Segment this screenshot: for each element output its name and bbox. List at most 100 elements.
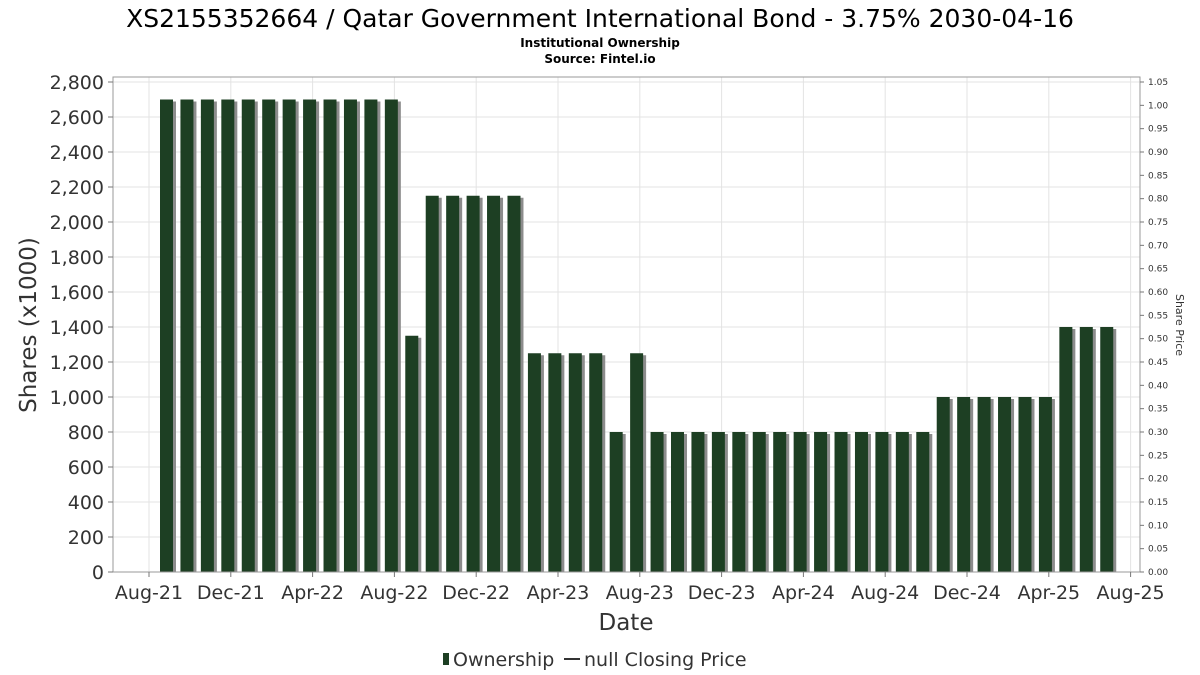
left-axis-tick-label: 800 <box>68 422 104 444</box>
x-axis-tick-label: Aug-21 <box>115 582 183 604</box>
ownership-bar <box>200 99 214 572</box>
x-axis-tick-label: Dec-23 <box>688 582 756 604</box>
ownership-bar <box>650 432 664 572</box>
ownership-bar <box>875 432 889 572</box>
ownership-bar <box>752 432 766 572</box>
x-axis-tick-label: Dec-22 <box>442 582 510 604</box>
ownership-bar <box>936 397 950 572</box>
right-axis-tick-label: 0.40 <box>1148 381 1168 391</box>
ownership-bar <box>589 353 603 572</box>
ownership-bar <box>957 397 971 572</box>
ownership-bar <box>343 99 357 572</box>
x-axis-ticks: Aug-21 Dec-21 Apr-22 Aug-22 Dec-22 Apr-23 Aug-… <box>115 572 1165 604</box>
right-axis-ticks: 0.00 0.05 0.10 0.15 0.20 0.25 0.30 0.35 0.40 0.45… <box>1140 78 1168 578</box>
ownership-bar <box>609 432 623 572</box>
ownership-bar <box>691 432 705 572</box>
left-axis-tick-label: 2,000 <box>50 212 104 234</box>
left-axis-tick-label: 400 <box>68 492 104 514</box>
x-axis-tick-label: Apr-22 <box>281 582 344 604</box>
ownership-bar <box>425 195 439 572</box>
x-axis-tick-label: Aug-24 <box>851 582 919 604</box>
left-axis-tick-label: 1,400 <box>50 317 104 339</box>
ownership-bar <box>630 353 644 572</box>
right-axis-tick-label: 0.70 <box>1148 241 1168 251</box>
left-axis-tick-label: 1,800 <box>50 247 104 269</box>
legend-ownership-label: Ownership <box>453 649 554 671</box>
right-axis-tick-label: 0.80 <box>1148 195 1168 205</box>
ownership-bar <box>1038 397 1052 572</box>
ownership-bar <box>732 432 746 572</box>
left-axis-tick-label: 2,600 <box>50 107 104 129</box>
ownership-bar <box>282 99 296 572</box>
left-axis-tick-label: 2,800 <box>50 72 104 94</box>
left-axis-tick-label: 1,000 <box>50 387 104 409</box>
legend-ownership-swatch <box>443 653 449 665</box>
left-axis-tick-label: 0 <box>92 562 104 584</box>
left-axis-tick-label: 200 <box>68 527 104 549</box>
ownership-bar <box>323 99 337 572</box>
ownership-bar <box>221 99 235 572</box>
right-axis-tick-label: 1.00 <box>1148 101 1168 111</box>
ownership-bar <box>568 353 582 572</box>
ownership-bar <box>303 99 317 572</box>
right-axis-tick-label: 0.95 <box>1148 125 1168 135</box>
right-axis-tick-label: 0.50 <box>1148 335 1168 345</box>
left-axis-tick-label: 2,200 <box>50 177 104 199</box>
left-axis-ticks: 0 200 400 600 800 1,000 1,200 1,400 1,600 1,800 2,… <box>50 72 113 584</box>
x-axis-tick-label: Apr-23 <box>527 582 590 604</box>
right-axis-tick-label: 0.00 <box>1148 568 1168 578</box>
ownership-bar <box>671 432 684 572</box>
right-axis-tick-label: 0.60 <box>1148 288 1168 298</box>
ownership-bar <box>834 432 848 572</box>
ownership-bars <box>160 99 1117 572</box>
legend-closing-price-label: null Closing Price <box>584 649 747 671</box>
x-axis-tick-label: Aug-25 <box>1097 582 1165 604</box>
right-axis-tick-label: 0.45 <box>1148 358 1168 368</box>
chart-title: XS2155352664 / Qatar Government Internat… <box>126 4 1074 33</box>
ownership-bar <box>773 432 787 572</box>
ownership-bar <box>916 432 930 572</box>
x-axis-tick-label: Apr-25 <box>1017 582 1080 604</box>
legend: Ownership null Closing Price <box>443 649 747 671</box>
ownership-bar <box>446 195 460 572</box>
right-axis-tick-label: 0.75 <box>1148 218 1168 228</box>
plot-area-frame <box>112 76 1141 573</box>
ownership-bar <box>1100 327 1114 572</box>
right-axis-tick-label: 0.35 <box>1148 405 1168 415</box>
right-axis-tick-label: 0.65 <box>1148 265 1168 275</box>
ownership-bar <box>384 99 398 572</box>
ownership-bar <box>998 397 1012 572</box>
right-axis-tick-label: 0.55 <box>1148 311 1168 321</box>
right-axis-tick-label: 0.25 <box>1148 451 1168 461</box>
ownership-bar <box>895 432 909 572</box>
left-axis-title: Shares (x1000) <box>16 237 42 413</box>
chart-subtitle-ownership: Institutional Ownership <box>520 36 680 50</box>
left-axis-tick-label: 1,200 <box>50 352 104 374</box>
ownership-bar <box>1079 327 1093 572</box>
right-axis-tick-label: 0.30 <box>1148 428 1168 438</box>
ownership-bar <box>262 99 276 572</box>
x-axis-tick-label: Apr-24 <box>772 582 835 604</box>
right-axis-tick-label: 0.85 <box>1148 171 1168 181</box>
ownership-bar <box>711 432 725 572</box>
ownership-bar <box>793 432 807 572</box>
ownership-bar <box>977 397 991 572</box>
x-axis-tick-label: Aug-23 <box>606 582 674 604</box>
ownership-bar <box>814 432 828 572</box>
ownership-bar <box>364 99 378 572</box>
right-axis-tick-label: 0.05 <box>1148 545 1168 555</box>
x-axis-tick-label: Aug-22 <box>360 582 428 604</box>
left-axis-tick-label: 2,400 <box>50 142 104 164</box>
ownership-bar <box>527 353 541 572</box>
right-axis-tick-label: 0.90 <box>1148 148 1168 158</box>
ownership-bar <box>854 432 868 572</box>
ownership-bar <box>1018 397 1032 572</box>
right-axis-tick-label: 0.10 <box>1148 521 1168 531</box>
right-axis-title: Share Price <box>1173 294 1186 356</box>
ownership-bar <box>180 99 194 572</box>
x-axis-tick-label: Dec-21 <box>197 582 265 604</box>
ownership-bar <box>160 99 173 572</box>
ownership-bar <box>405 335 419 572</box>
ownership-bar <box>241 99 255 572</box>
